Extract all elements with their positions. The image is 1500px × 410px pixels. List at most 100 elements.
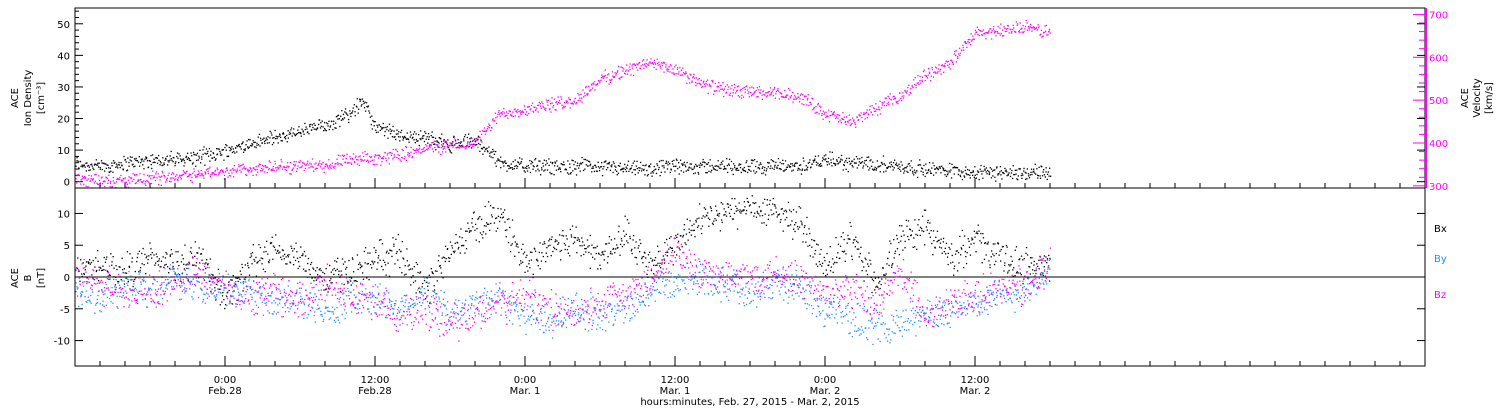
- bx-point: [959, 235, 961, 238]
- velocity-point: [740, 88, 742, 91]
- ion-density-point: [919, 159, 921, 161]
- bx-point: [893, 239, 895, 241]
- velocity-point: [460, 145, 462, 147]
- velocity-point: [468, 143, 470, 145]
- ion-density-point: [665, 160, 668, 162]
- ion-density-point: [750, 159, 753, 161]
- velocity-point: [314, 163, 316, 165]
- velocity-point: [691, 81, 693, 84]
- ion-density-point: [658, 160, 661, 163]
- field-tick-label: -5: [60, 305, 70, 316]
- bx-point: [629, 235, 631, 238]
- ion-density-point: [831, 151, 833, 153]
- velocity-point: [112, 176, 114, 179]
- bx-point: [374, 261, 376, 263]
- velocity-point: [522, 111, 525, 113]
- velocity-point: [473, 143, 475, 145]
- ion-density-point: [101, 168, 103, 171]
- bx-point: [290, 245, 292, 247]
- ion-density-point: [1037, 174, 1039, 176]
- velocity-point: [693, 73, 695, 75]
- velocity-point: [257, 165, 259, 167]
- bx-point: [254, 260, 256, 262]
- velocity-point: [983, 33, 985, 35]
- by-point: [402, 304, 405, 307]
- bx-point: [768, 203, 771, 205]
- ion-density-point: [675, 165, 677, 167]
- ion-density-point: [821, 165, 823, 167]
- bx-point: [731, 218, 734, 220]
- ion-density-point: [371, 128, 373, 130]
- ion-density-point: [821, 160, 824, 162]
- ion-density-point: [798, 164, 801, 167]
- bx-point: [802, 241, 804, 243]
- ion-density-point: [155, 157, 157, 159]
- bx-point: [1008, 264, 1010, 266]
- ion-density-point: [283, 136, 286, 139]
- ion-density-point: [804, 169, 806, 171]
- velocity-point: [952, 63, 954, 65]
- bx-point: [1008, 269, 1010, 272]
- bx-point: [965, 256, 967, 258]
- velocity-point: [87, 185, 89, 188]
- ion-density-point: [953, 166, 955, 169]
- ion-density-point: [420, 130, 422, 132]
- velocity-point: [498, 111, 500, 113]
- bx-point: [264, 271, 266, 273]
- velocity-point: [233, 165, 235, 167]
- by-point: [282, 296, 284, 298]
- velocity-point: [318, 162, 320, 164]
- bx-point: [472, 212, 475, 214]
- bx-point: [172, 262, 174, 264]
- ion-density-point: [874, 169, 876, 171]
- ion-density-point: [777, 164, 779, 167]
- velocity-point: [655, 68, 657, 70]
- bx-point: [580, 255, 582, 257]
- ion-density-point: [792, 165, 794, 167]
- ion-density-point: [976, 173, 978, 176]
- ion-density-point: [793, 164, 796, 166]
- bx-point: [217, 268, 220, 270]
- bx-point: [605, 243, 607, 245]
- bx-point: [1028, 266, 1030, 268]
- bx-point: [1006, 246, 1008, 248]
- bx-point: [794, 230, 796, 233]
- velocity-point: [769, 87, 772, 89]
- by-point: [204, 293, 206, 296]
- bx-point: [811, 246, 813, 248]
- by-point: [377, 304, 379, 306]
- velocity-point: [184, 172, 186, 174]
- bx-point: [237, 280, 239, 283]
- bx-point: [935, 236, 937, 238]
- bx-point: [982, 237, 985, 239]
- ion-density-point: [1014, 169, 1016, 171]
- velocity-point: [298, 161, 300, 163]
- ion-density-point: [394, 136, 396, 138]
- by-point: [265, 283, 267, 285]
- bx-point: [694, 236, 696, 238]
- ion-density-point: [811, 163, 813, 165]
- ion-density-point: [997, 174, 999, 176]
- by-point: [133, 288, 135, 291]
- ion-density-point: [119, 166, 121, 169]
- ion-density-point: [961, 172, 963, 174]
- bx-point: [412, 281, 415, 284]
- ion-density-point: [453, 135, 455, 137]
- by-point: [417, 289, 419, 291]
- ion-density-point: [763, 169, 765, 171]
- bx-point: [572, 242, 574, 245]
- velocity-point: [717, 86, 719, 88]
- ion-density-point: [152, 154, 154, 156]
- ion-density-point: [243, 148, 245, 151]
- ion-density-point: [380, 125, 382, 128]
- bx-point: [629, 237, 631, 240]
- ion-density-point: [604, 161, 606, 163]
- bx-point: [879, 280, 881, 283]
- bx-point: [860, 246, 862, 248]
- ion-density-point: [828, 163, 830, 165]
- velocity-point: [666, 69, 668, 71]
- velocity-point: [371, 156, 373, 158]
- velocity-point: [682, 72, 685, 74]
- ion-density-point: [807, 166, 809, 168]
- ion-density-point: [278, 135, 280, 138]
